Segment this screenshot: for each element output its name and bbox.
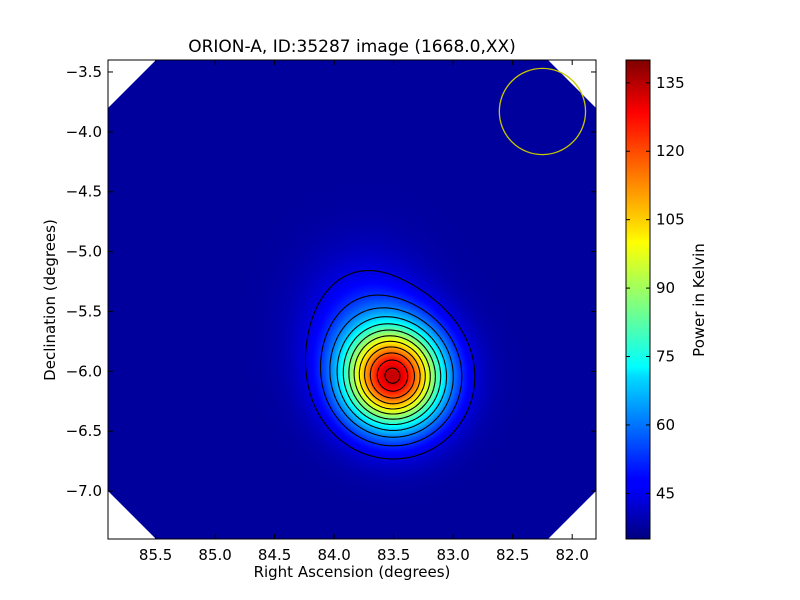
colorbar-tick-label: 135 xyxy=(656,74,685,92)
y-tick-label: −5.0 xyxy=(66,243,102,261)
x-tick-label: 83.5 xyxy=(377,546,410,564)
y-axis-label: Declination (degrees) xyxy=(41,219,59,381)
y-tick-label: −6.0 xyxy=(66,362,102,380)
contour-level xyxy=(304,269,476,460)
y-tick-label: −3.5 xyxy=(66,63,102,81)
y-tick-label: −4.0 xyxy=(66,123,102,141)
colorbar-label: Power in Kelvin xyxy=(690,243,708,357)
contour-level xyxy=(319,294,463,447)
contour-level xyxy=(384,367,401,384)
contour-level xyxy=(348,329,436,420)
x-tick-label: 84.5 xyxy=(258,546,291,564)
contour-lines xyxy=(304,269,476,460)
masked-corner xyxy=(108,60,156,108)
y-tick-label: −4.5 xyxy=(66,183,102,201)
colorbar-tick-label: 75 xyxy=(656,348,675,366)
heatmap-image xyxy=(108,60,596,539)
x-tick-label: 82.5 xyxy=(496,546,529,564)
plot-frame xyxy=(107,59,597,540)
colorbar-tick-label: 90 xyxy=(656,279,675,297)
masked-corner xyxy=(108,491,156,539)
colorbar-tick-label: 120 xyxy=(656,142,685,160)
colorbar-tick-label: 60 xyxy=(656,416,675,434)
contour-level xyxy=(353,335,431,415)
colorbar-gradient xyxy=(625,59,651,540)
y-tick-label: −5.5 xyxy=(66,302,102,320)
x-tick-label: 85.5 xyxy=(139,546,172,564)
colorbar-ticks: 45 60 75 90 105 120 135 xyxy=(626,74,685,502)
plot-area: 85.5 85.0 84.5 84.0 83.5 83.0 82.5 82.0 −3.5 −4.0… xyxy=(66,59,597,564)
x-axis-label: Right Ascension (degrees) xyxy=(254,563,451,581)
masked-corner xyxy=(548,491,596,539)
contour-level xyxy=(364,346,421,405)
y-tick-label: −7.0 xyxy=(66,482,102,500)
colorbar: 45 60 75 90 105 120 135 Power in Kelvin xyxy=(625,59,708,540)
x-tick-label: 84.0 xyxy=(317,546,350,564)
x-tick-label: 83.0 xyxy=(436,546,469,564)
contour-level xyxy=(369,352,416,399)
chart-title: ORION-A, ID:35287 image (1668.0,XX) xyxy=(188,37,516,57)
contour-level xyxy=(329,307,454,438)
colorbar-tick-label: 45 xyxy=(656,484,675,502)
x-tick-label: 82.0 xyxy=(555,546,588,564)
contour-level xyxy=(336,316,448,431)
x-tick-label: 85.0 xyxy=(198,546,231,564)
axis-ticks: 85.5 85.0 84.5 84.0 83.5 83.0 82.5 82.0 −3.5 −4.0… xyxy=(66,60,596,564)
y-tick-label: −6.5 xyxy=(66,422,102,440)
contour-level xyxy=(358,340,426,410)
contour-level xyxy=(376,359,409,392)
beam-circle xyxy=(498,67,587,156)
colorbar-tick-label: 105 xyxy=(656,211,685,229)
contour-level xyxy=(342,323,442,426)
